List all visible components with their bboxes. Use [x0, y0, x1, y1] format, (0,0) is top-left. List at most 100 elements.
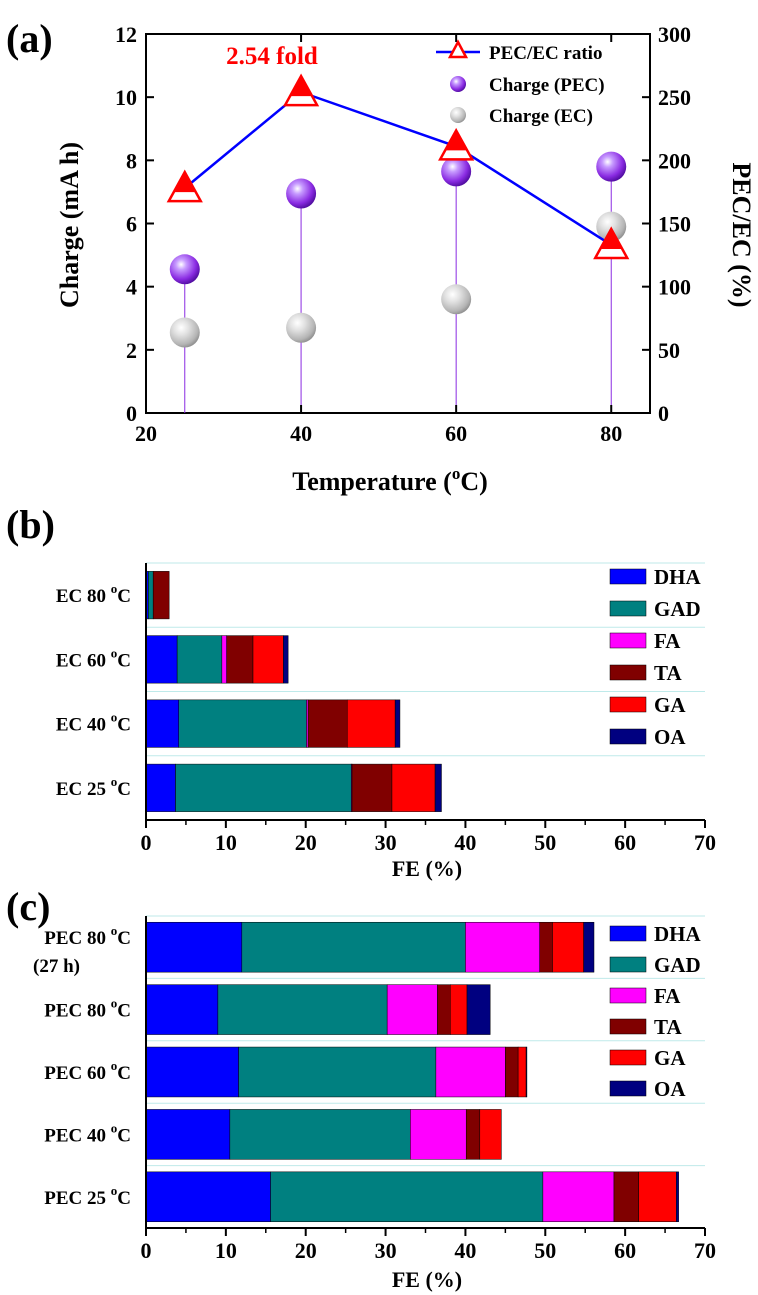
pec-point	[596, 151, 627, 182]
legend-swatch-gad	[609, 600, 647, 617]
y-tick-label: 0	[126, 401, 137, 426]
panel-b-plot: EC 80 oC EC 60 oC EC 40 oC EC 25 oC 0 10 20 30 4…	[56, 562, 716, 855]
bar-segment	[465, 921, 540, 973]
ratio-marker-fill	[290, 76, 313, 97]
bar-segment	[346, 699, 396, 748]
bar-segment	[391, 763, 436, 812]
bar-segment	[226, 635, 254, 684]
bar-segment	[676, 1171, 679, 1223]
y2-tick-label: 300	[658, 22, 691, 47]
ratio-marker	[166, 169, 203, 203]
legend-swatch-dha	[609, 568, 647, 585]
x-axis-label-unit: C)	[460, 467, 487, 496]
panel-a: (a) 20 40 60 80 0 2 4 6 8 10 12 0 50 100 150 200 250 30…	[6, 16, 756, 496]
legend-ec-marker	[450, 107, 466, 123]
legend-pec-label: Charge (PEC)	[489, 75, 605, 96]
legend-swatch-ta	[609, 1018, 647, 1035]
legend-label-fa: FA	[654, 629, 681, 653]
legend-label-gad: GAD	[654, 953, 701, 977]
x-tick-label: 20	[135, 421, 157, 446]
legend-label-ta: TA	[654, 661, 682, 685]
legend-label-oa: OA	[654, 1077, 686, 1101]
bar-segment	[437, 984, 451, 1035]
pec-point	[169, 254, 200, 285]
category-label: EC 40 oC	[56, 710, 131, 736]
x-tick-label: 80	[600, 421, 622, 446]
degree-superscript: o	[452, 464, 461, 483]
legend-swatch-ga	[609, 1049, 647, 1066]
ratio-line	[183, 90, 612, 247]
y2-tick-label: 100	[658, 275, 691, 300]
y-tick-label: 12	[115, 22, 137, 47]
panel-b: (b) EC 80 oC EC 60 oC EC 40 oC EC 25 oC 0 10 2…	[6, 502, 716, 881]
x-tick-label: 30	[375, 830, 397, 855]
y-tick-label: 2	[126, 338, 137, 363]
y-tick-label: 6	[126, 212, 137, 237]
bar-segment	[145, 984, 219, 1035]
panel-b-label: (b)	[6, 502, 55, 547]
x-tick-label: 40	[454, 830, 476, 855]
panel-c-label: (c)	[6, 884, 50, 929]
x-tick-label: 10	[215, 1238, 237, 1263]
category-label-line2: (27 h)	[33, 956, 80, 977]
bar-segment	[145, 699, 179, 748]
x-tick-label: 70	[694, 1238, 716, 1263]
x-tick-label: 60	[445, 421, 467, 446]
legend-label-fa: FA	[654, 984, 681, 1008]
y2-tick-label: 200	[658, 148, 691, 173]
legend-swatch-fa	[609, 987, 647, 1004]
bar-segment	[552, 921, 584, 973]
ratio-marker	[438, 127, 475, 161]
bar-segment	[505, 1046, 519, 1098]
y-tick-label: 4	[126, 275, 137, 300]
bar-segment	[435, 1046, 506, 1098]
series-pec-ec-ratio	[166, 73, 630, 260]
x-tick-label: 70	[694, 830, 716, 855]
legend-swatch-gad	[609, 956, 647, 973]
bar-segment	[238, 1046, 437, 1098]
y-axis-ticks: 0 2 4 6 8 10 12	[115, 22, 154, 426]
bar-segment	[145, 1171, 271, 1223]
category-label: EC 60 oC	[56, 645, 131, 671]
bar-segment	[221, 635, 227, 684]
bar-segment	[145, 921, 243, 973]
category-label: PEC 40 oC	[44, 1120, 131, 1146]
bar-segment	[450, 984, 468, 1035]
bar-segment	[351, 763, 393, 812]
legend-ratio-marker	[447, 39, 469, 59]
ec-point	[286, 312, 317, 343]
y2-tick-label: 0	[658, 401, 669, 426]
y2-axis-label: PEC/EC (%)	[727, 162, 756, 307]
legend-swatch-ga	[609, 696, 647, 713]
bar-segment	[539, 921, 553, 973]
x-tick-label: 50	[534, 830, 556, 855]
bar-segment	[638, 1171, 677, 1223]
bar-segment	[176, 635, 223, 684]
pec-point	[441, 156, 472, 187]
bar-segment	[434, 763, 442, 812]
bar-segment	[465, 1109, 481, 1160]
legend-label-ga: GA	[654, 1046, 686, 1070]
panel-c-x-axis-label: FE (%)	[392, 1267, 462, 1292]
x-axis-label-text: Temperature (	[292, 467, 452, 496]
bar-segment	[229, 1109, 411, 1160]
category-label: PEC 60 oC	[44, 1058, 131, 1084]
series-charge-ec	[169, 211, 627, 348]
bar-segment	[148, 571, 154, 620]
bar-segment	[217, 984, 388, 1035]
bar-segment	[241, 921, 466, 973]
x-tick-label: 40	[454, 1238, 476, 1263]
annotation-fold: 2.54 fold	[226, 43, 318, 70]
bar-segment	[394, 699, 401, 748]
legend-label-dha: DHA	[654, 565, 702, 589]
bar-segment	[583, 921, 595, 973]
bar-segment	[479, 1109, 502, 1160]
legend-swatch-ta	[609, 664, 647, 681]
bar-segment	[270, 1171, 544, 1223]
ratio-marker-fill	[600, 228, 623, 249]
legend-label-ta: TA	[654, 1015, 682, 1039]
ratio-marker	[593, 226, 630, 260]
x-tick-label: 20	[295, 830, 317, 855]
bar-segment	[145, 635, 178, 684]
